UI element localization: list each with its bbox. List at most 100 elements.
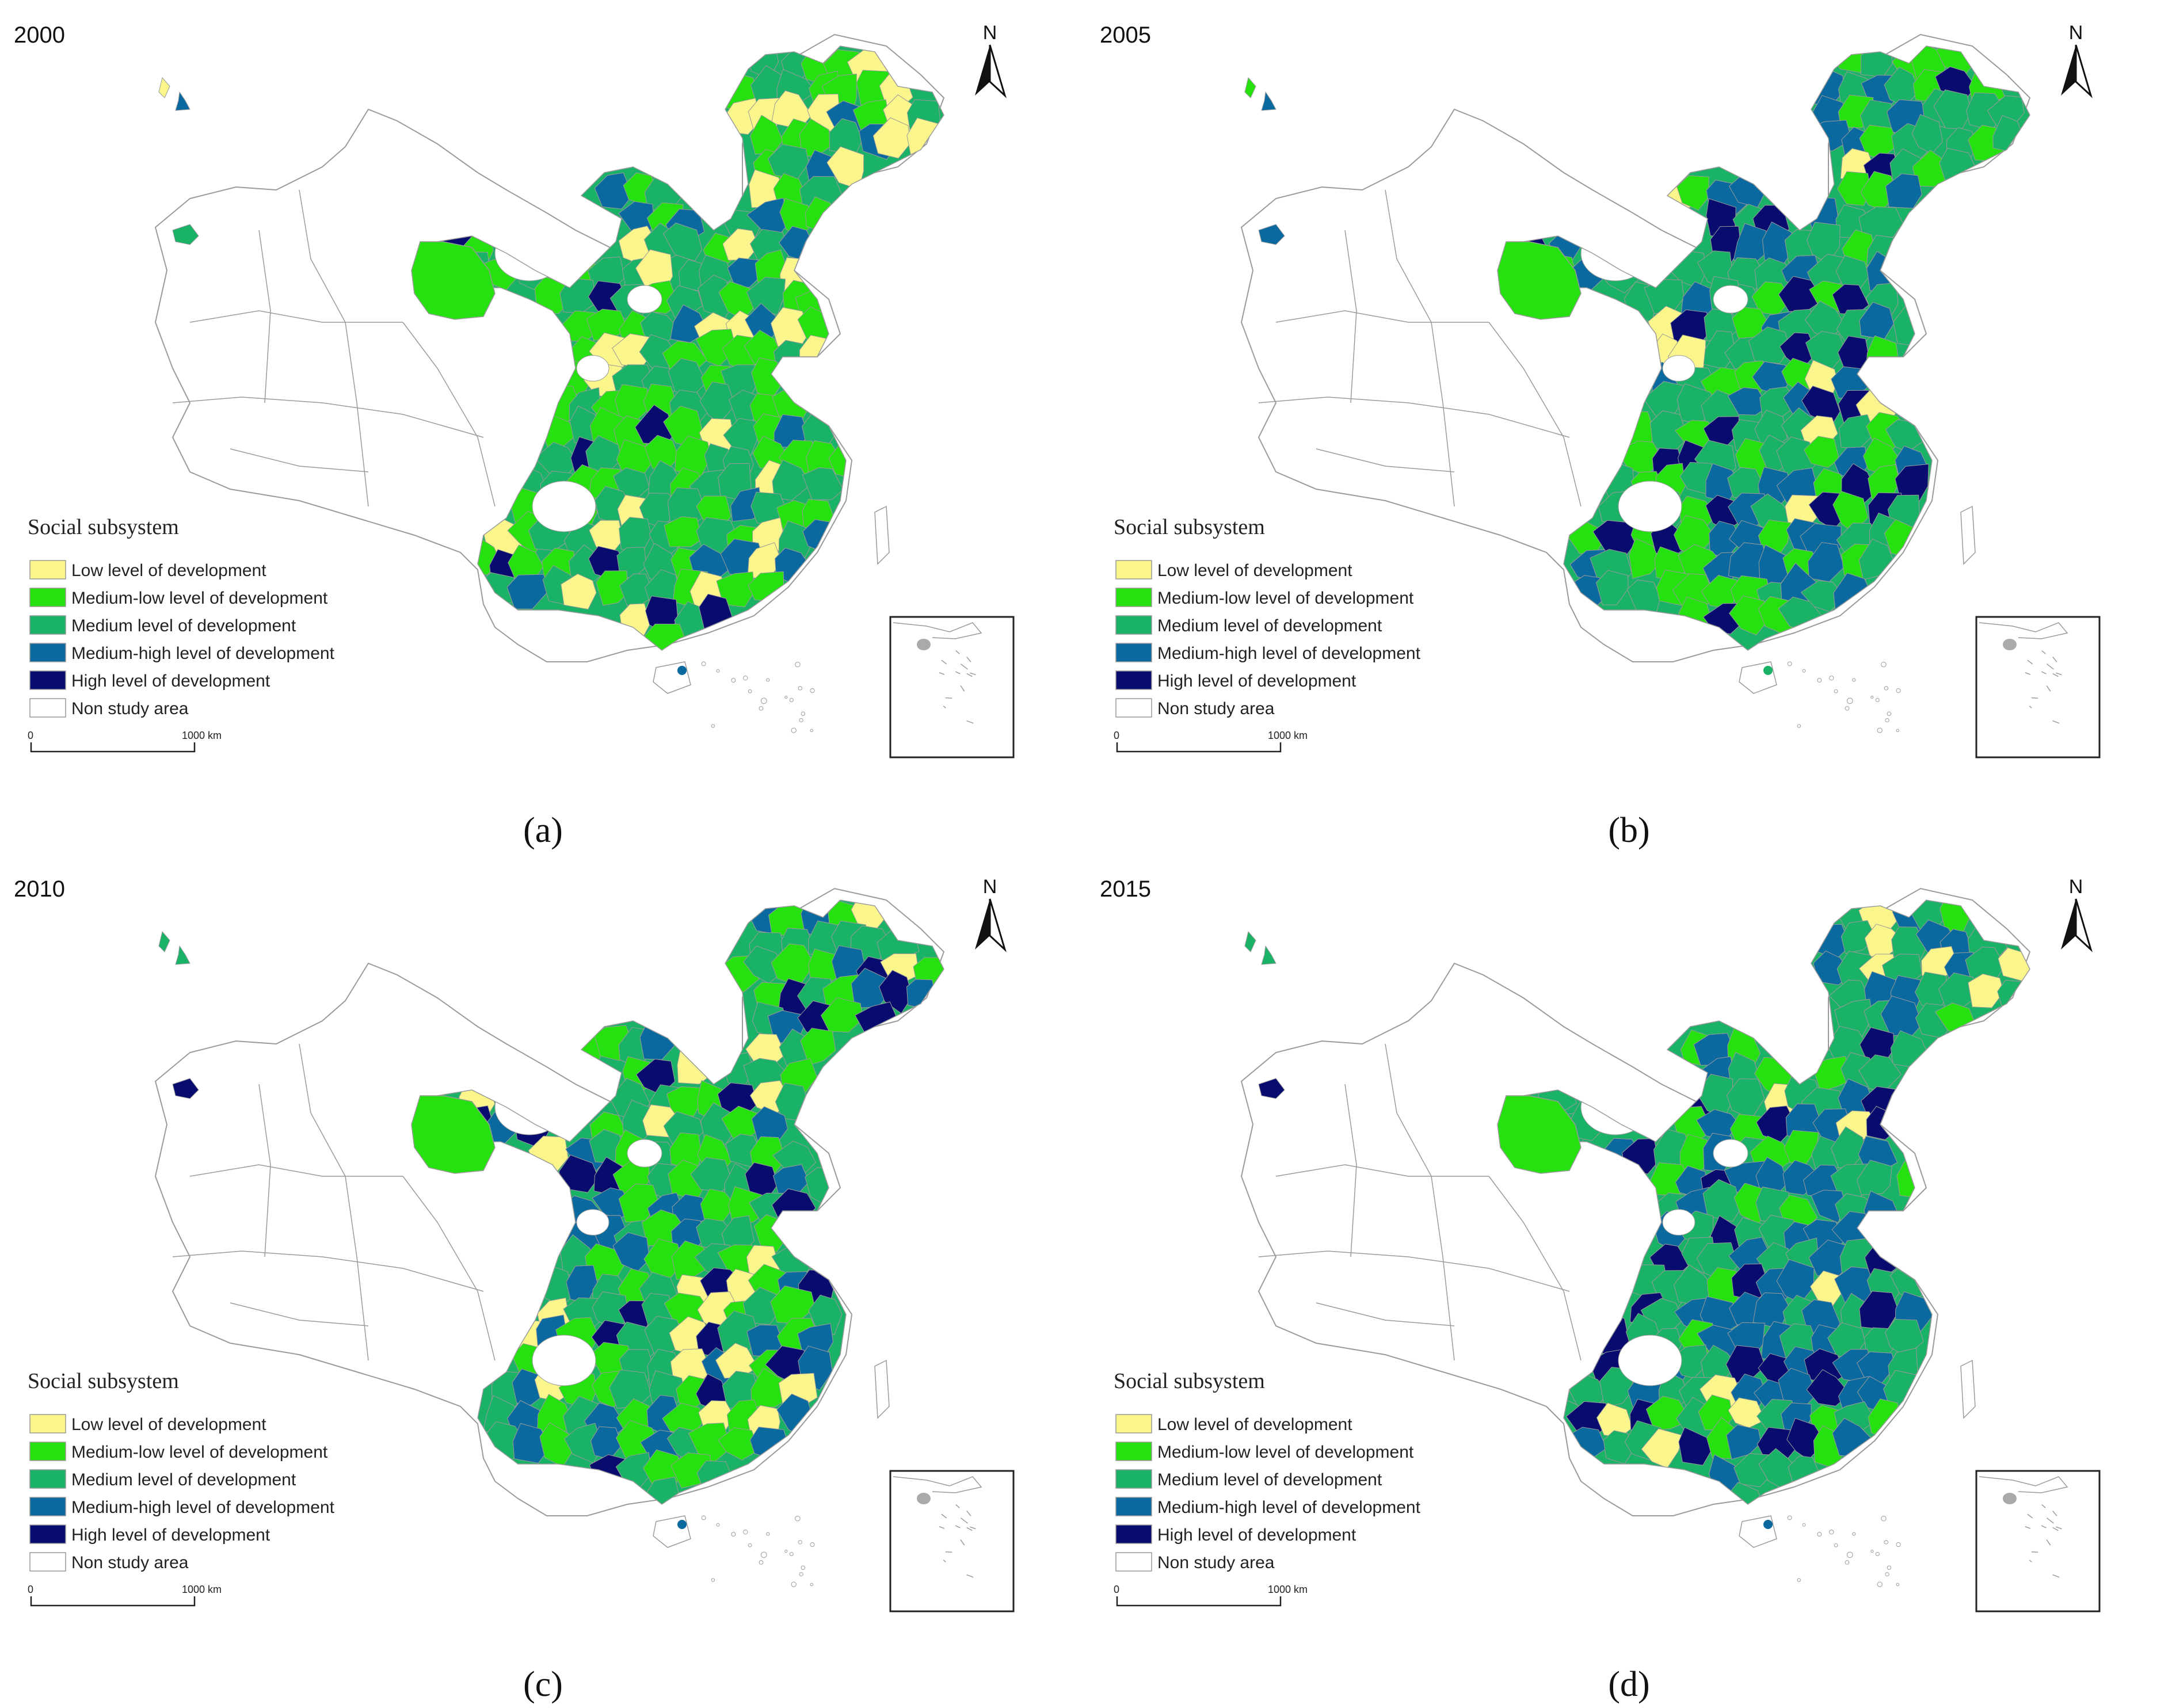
- region-cell: [1837, 171, 1871, 206]
- region-cell: [1729, 595, 1772, 636]
- region-cell: [175, 91, 190, 111]
- legend-label: Non study area: [71, 1553, 189, 1572]
- legend-title: Social subsystem: [28, 515, 179, 539]
- legend-label: Medium level of development: [71, 1470, 296, 1489]
- scale-bar: 0 1000 km: [1114, 730, 1308, 753]
- non-study-pocket: [576, 355, 609, 382]
- legend-label: High level of development: [1157, 672, 1356, 691]
- non-study-pocket: [576, 1209, 609, 1236]
- legend-title: Social subsystem: [28, 1369, 179, 1393]
- region-cell: [718, 1427, 759, 1461]
- region-cell: [772, 459, 811, 501]
- region-cell: [750, 1367, 791, 1408]
- map-panel-2000: 2000 N Social subsystem Low level of develo…: [0, 0, 1086, 854]
- legend-swatch: [1115, 670, 1152, 690]
- legend: Social subsystem Low level of development…: [28, 515, 335, 718]
- map-panel-2015: 2015 N Social subsystem Low level of develo…: [1086, 854, 2172, 1708]
- svg-text:N: N: [983, 22, 997, 44]
- region-cell: [506, 574, 550, 609]
- region-cell: [558, 1154, 599, 1193]
- region-cell: [1857, 1160, 1892, 1195]
- hainan-island: [653, 661, 691, 694]
- legend-title: Social subsystem: [1114, 515, 1265, 539]
- legend-label: Medium-low level of development: [1157, 1443, 1414, 1462]
- scale-bar: 0 1000 km: [28, 730, 222, 753]
- region-cell: [1997, 979, 2030, 1019]
- region-cell: [411, 1095, 496, 1174]
- svg-text:1000 km: 1000 km: [1268, 1584, 1308, 1595]
- taiwan-island: [1960, 1359, 1976, 1419]
- svg-text:0: 0: [1114, 1584, 1119, 1595]
- region-cell: [158, 931, 170, 952]
- svg-text:0: 0: [1114, 730, 1119, 741]
- taiwan-island: [1960, 505, 1976, 565]
- region-cell: [1595, 570, 1629, 605]
- non-study-pocket: [532, 481, 596, 532]
- region-cell: [596, 570, 628, 606]
- south-china-sea-inset: [889, 1470, 1015, 1612]
- legend-swatch: [29, 1469, 66, 1489]
- region-cell: [1803, 436, 1839, 468]
- region-cell: [172, 224, 199, 245]
- non-study-pocket: [627, 285, 662, 314]
- legend-swatch: [1115, 588, 1152, 607]
- svg-text:1000 km: 1000 km: [1268, 730, 1308, 741]
- map-panel-2010: 2010 N Social subsystem Low level of develo…: [0, 854, 1086, 1708]
- legend-swatch: [29, 1497, 66, 1516]
- legend-label: Non study area: [1157, 1553, 1275, 1572]
- choropleth-map: 2005 N Social subsystem Low level of develo…: [1100, 22, 2101, 758]
- non-study-borders: [172, 189, 496, 507]
- non-study-pocket: [1662, 1209, 1695, 1236]
- legend-swatch: [29, 615, 66, 635]
- region-cell: [512, 1423, 551, 1464]
- region-cell: [1629, 537, 1661, 580]
- legend-title: Social subsystem: [1114, 1369, 1265, 1393]
- svg-text:N: N: [983, 876, 997, 898]
- south-china-sea-inset: [1975, 616, 2101, 758]
- taiwan-island: [874, 505, 890, 565]
- panel-caption: (c): [523, 1665, 563, 1704]
- legend: Social subsystem Low level of development…: [1114, 1369, 1421, 1572]
- svg-text:0: 0: [28, 730, 33, 741]
- legend-swatch: [29, 560, 66, 580]
- legend-label: High level of development: [71, 672, 270, 691]
- legend-label: Medium-low level of development: [71, 1443, 328, 1462]
- choropleth-map: 2015 N Social subsystem Low level of develo…: [1100, 876, 2101, 1612]
- region-cell: [1261, 91, 1276, 111]
- region-cell: [1244, 77, 1256, 98]
- north-arrow-icon: N: [975, 876, 1007, 952]
- legend-label: Medium-low level of development: [71, 589, 328, 608]
- region-cell: [158, 77, 170, 98]
- legend-swatch: [1115, 1442, 1152, 1461]
- legend-label: Medium-low level of development: [1157, 589, 1414, 608]
- region-cell: [1968, 973, 2004, 1008]
- south-china-sea-inset: [889, 616, 1015, 758]
- region-cell: [561, 573, 597, 610]
- non-study-pocket: [1618, 481, 1682, 532]
- choropleth-map: 2000 N Social subsystem Low level of develo…: [14, 22, 1015, 758]
- svg-text:0: 0: [28, 1584, 33, 1595]
- panel-caption: (d): [1608, 1665, 1650, 1704]
- region-cell: [728, 1186, 765, 1226]
- legend: Social subsystem Low level of development…: [28, 1369, 335, 1572]
- legend-label: Low level of development: [71, 1415, 266, 1434]
- legend-swatch: [29, 1414, 66, 1434]
- legend-label: Medium-high level of development: [1157, 1498, 1421, 1517]
- legend-swatch: [1115, 1524, 1152, 1544]
- year-label: 2005: [1100, 22, 1151, 48]
- legend-label: Medium level of development: [1157, 1470, 1382, 1489]
- region-cell: [1811, 1190, 1846, 1223]
- region-cell: [175, 945, 190, 965]
- region-cell: [1497, 241, 1582, 320]
- non-study-borders: [1258, 1043, 1582, 1361]
- panel-caption: (b): [1608, 811, 1650, 850]
- region-cell: [802, 467, 844, 501]
- region-cell: [594, 172, 633, 209]
- region-cell: [742, 1287, 779, 1325]
- non-study-pocket: [1618, 1335, 1682, 1386]
- legend-label: Low level of development: [1157, 561, 1352, 580]
- region-cell: [662, 222, 703, 262]
- year-label: 2015: [1100, 876, 1151, 902]
- legend: Social subsystem Low level of development…: [1114, 515, 1421, 718]
- south-china-sea-inset: [1975, 1470, 2101, 1612]
